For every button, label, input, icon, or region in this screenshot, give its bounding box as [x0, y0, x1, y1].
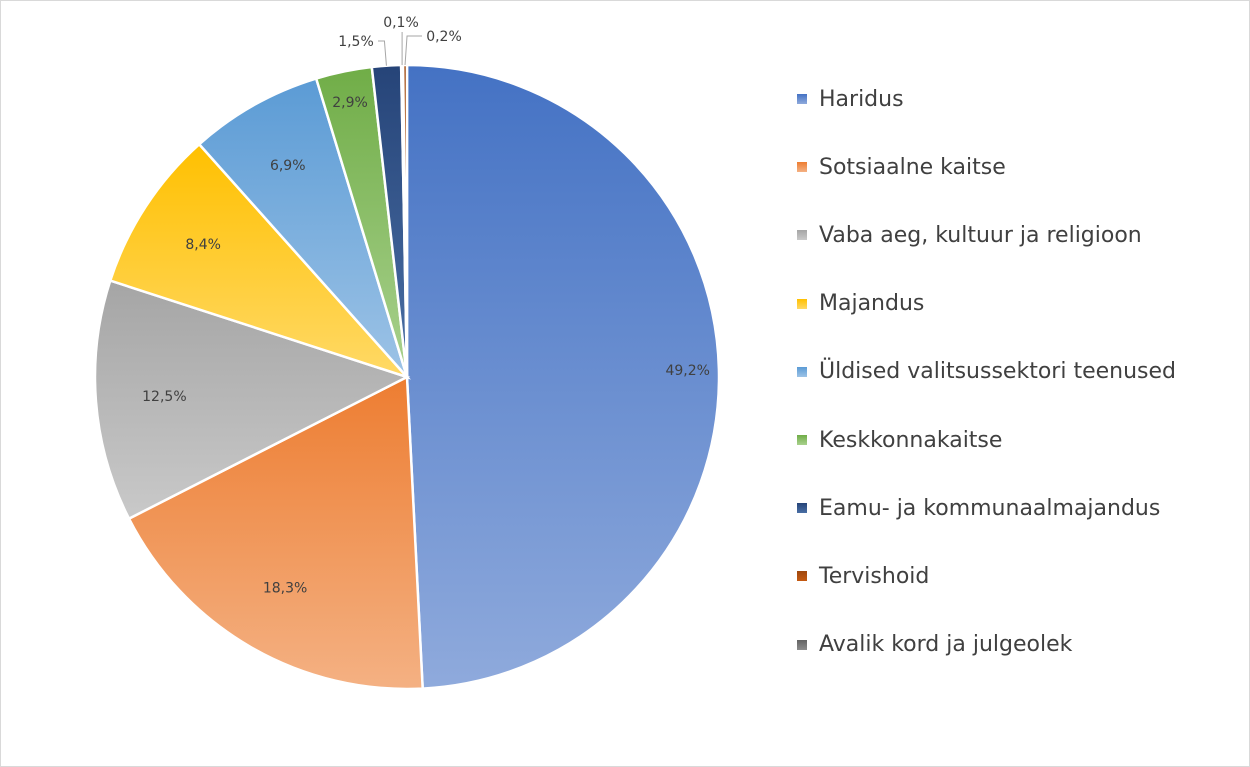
data-label-haridus: 49,2%	[665, 363, 709, 379]
leader-line-tervishoid	[404, 35, 422, 66]
legend-item-haridus: Haridus	[797, 65, 1176, 133]
data-label-vaba-aeg-kultuur-ja-religioon: 12,5%	[142, 389, 186, 405]
data-label-uldised-valitsussektori-teenused: 6,9%	[270, 158, 306, 174]
legend-swatch	[797, 94, 807, 105]
legend-swatch	[797, 639, 807, 650]
legend-label: Sotsiaalne kaitse	[819, 154, 1006, 180]
legend-item-tervishoid: Tervishoid	[797, 542, 1176, 610]
legend-swatch	[797, 571, 807, 582]
legend-label: Tervishoid	[819, 563, 930, 589]
legend-item-uldised-valitsussektori-teenused: Üldised valitsussektori teenused	[797, 338, 1176, 406]
legend-label: Üldised valitsussektori teenused	[819, 359, 1176, 385]
legend-label: Avalik kord ja julgeolek	[819, 632, 1073, 658]
legend-item-sotsiaalne-kaitse: Sotsiaalne kaitse	[797, 133, 1176, 201]
legend-label: Majandus	[819, 291, 925, 317]
legend-label: Haridus	[819, 86, 904, 112]
leader-line-eamu-ja-kommunaalmajandus	[378, 40, 387, 66]
legend-swatch	[797, 162, 807, 173]
legend-swatch	[797, 503, 807, 514]
legend-item-eamu-ja-kommunaalmajandus: Eamu- ja kommunaalmajandus	[797, 474, 1176, 542]
legend-label: Keskkonnakaitse	[819, 427, 1003, 453]
legend-item-avalik-kord-ja-julgeolek: Avalik kord ja julgeolek	[797, 611, 1176, 679]
legend-swatch	[797, 298, 807, 309]
legend-label: Eamu- ja kommunaalmajandus	[819, 495, 1161, 521]
legend-item-majandus: Majandus	[797, 270, 1176, 338]
legend-swatch	[797, 366, 807, 377]
data-label-tervishoid: 0,2%	[426, 29, 462, 45]
legend-label: Vaba aeg, kultuur ja religioon	[819, 222, 1142, 248]
legend: Haridus Sotsiaalne kaitse Vaba aeg, kultuu…	[797, 65, 1176, 679]
slice-majandus	[108, 142, 412, 380]
data-label-keskkonnakaitse: 2,9%	[332, 95, 368, 111]
leader-lines	[378, 32, 422, 66]
data-label-sotsiaalne-kaitse: 18,3%	[263, 581, 307, 597]
data-label-majandus: 8,4%	[185, 237, 221, 253]
slice-vaba-aeg-kultuur-ja-religioon	[93, 279, 411, 521]
slice-haridus	[405, 63, 721, 690]
pie-slices	[93, 63, 721, 691]
data-label-eamu-ja-kommunaalmajandus: 1,5%	[338, 34, 374, 50]
data-label-avalik-kord-ja-julgeolek: 0,1%	[383, 15, 419, 31]
slice-sotsiaalne-kaitse	[127, 375, 424, 691]
legend-swatch	[797, 230, 807, 241]
slice-uldised-valitsussektori-teenused	[197, 76, 409, 378]
legend-item-vaba-aeg-kultuur-ja-religioon: Vaba aeg, kultuur ja religioon	[797, 201, 1176, 269]
legend-swatch	[797, 435, 807, 446]
legend-item-keskkonnakaitse: Keskkonnakaitse	[797, 406, 1176, 474]
data-labels: 49,2% 18,3% 12,5% 8,4% 6,9% 2,9% 1,5% 0,1% 0,2%	[142, 15, 710, 597]
